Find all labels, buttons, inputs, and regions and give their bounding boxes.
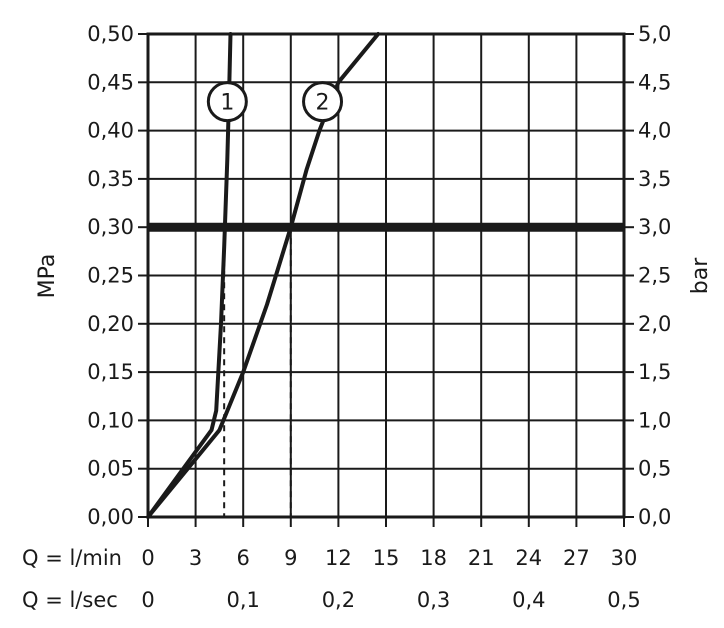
- y-right-tick-label: 2,5: [638, 264, 671, 288]
- y-left-tick-label: 0,25: [87, 264, 134, 288]
- x-secondary-tick-label: 0: [141, 588, 154, 612]
- series-label-circle-2: [302, 81, 344, 123]
- y-axis-left-label: MPa: [35, 254, 60, 299]
- x-secondary-tick-label: 0,1: [226, 588, 259, 612]
- x-tick-label: 24: [515, 546, 542, 570]
- y-right-tick-label: 5,0: [638, 22, 671, 46]
- series-label-text-2: 2: [316, 91, 330, 116]
- chart-grid: [148, 34, 624, 517]
- y-right-tick-label: 2,0: [638, 312, 671, 336]
- y-right-tick-label: 0,0: [638, 505, 671, 529]
- x-tick-label: 21: [468, 546, 495, 570]
- y-right-tick-label: 3,0: [638, 215, 671, 239]
- y-right-tick-label: 0,5: [638, 457, 671, 481]
- x-tick-label: 0: [141, 546, 154, 570]
- x-axis-secondary-label: Q = l/sec: [22, 588, 118, 612]
- x-secondary-tick-label: 0,3: [417, 588, 450, 612]
- y-left-tick-label: 0,05: [87, 457, 134, 481]
- series-label-text-1: 1: [220, 91, 234, 116]
- x-tick-label: 30: [611, 546, 638, 570]
- x-tick-label: 3: [189, 546, 202, 570]
- y-left-tick-label: 0,20: [87, 312, 134, 336]
- y-left-tick-label: 0,50: [87, 22, 134, 46]
- x-axis-primary-label: Q = l/min: [22, 546, 122, 570]
- x-tick-label: 6: [237, 546, 250, 570]
- y-axis-right-label: bar: [688, 257, 713, 294]
- y-axis-right-ticks: 0,0 0,5 1,0 1,5 2,0 2,5 3,0 3,5 4,0 4,5 5,0: [624, 22, 671, 529]
- y-left-tick-label: 0,00: [87, 505, 134, 529]
- x-tick-label: 27: [563, 546, 590, 570]
- x-tick-label: 12: [325, 546, 352, 570]
- y-left-tick-label: 0,10: [87, 408, 134, 432]
- x-tick-label: 18: [420, 546, 447, 570]
- y-left-tick-label: 0,40: [87, 119, 134, 143]
- x-tick-label: 9: [284, 546, 297, 570]
- y-left-tick-label: 0,35: [87, 167, 134, 191]
- x-tick-label: 15: [373, 546, 400, 570]
- y-left-tick-label: 0,45: [87, 70, 134, 94]
- y-left-tick-label: 0,30: [87, 215, 134, 239]
- x-secondary-tick-label: 0,5: [607, 588, 640, 612]
- y-right-tick-label: 4,5: [638, 70, 671, 94]
- y-right-tick-label: 1,0: [638, 408, 671, 432]
- y-right-tick-label: 3,5: [638, 167, 671, 191]
- x-axis-primary-ticks: 0 3 6 9 12 15 18 21 24 27 30: [141, 517, 637, 570]
- x-secondary-tick-label: 0,4: [512, 588, 545, 612]
- series-label-circle-1: [206, 81, 248, 123]
- y-right-tick-label: 4,0: [638, 119, 671, 143]
- y-right-tick-label: 1,5: [638, 360, 671, 384]
- x-secondary-tick-label: 0,2: [322, 588, 355, 612]
- y-axis-left-ticks: 0,00 0,05 0,10 0,15 0,20 0,25 0,30 0,35 0,40 0,45…: [87, 22, 148, 529]
- y-left-tick-label: 0,15: [87, 360, 134, 384]
- x-axis-secondary-ticks: 0 0,1 0,2 0,3 0,4 0,5: [141, 588, 640, 612]
